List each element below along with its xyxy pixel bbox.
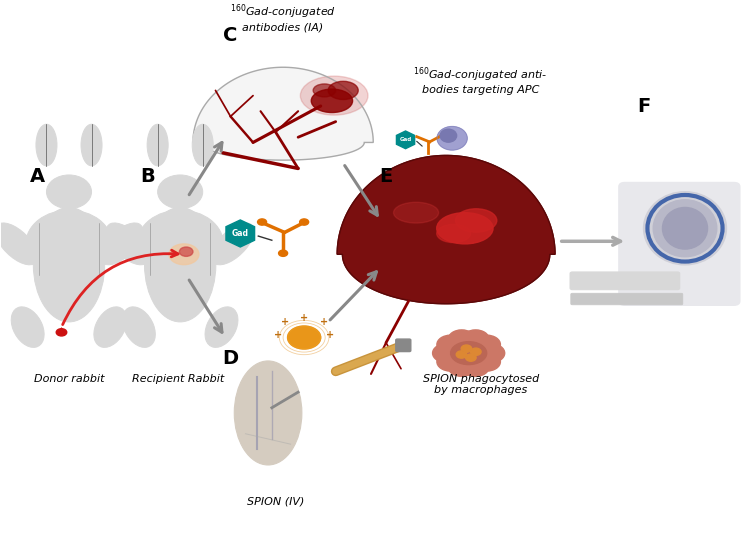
Ellipse shape bbox=[26, 210, 112, 278]
Ellipse shape bbox=[663, 208, 707, 249]
Circle shape bbox=[466, 354, 476, 361]
Ellipse shape bbox=[313, 84, 336, 97]
Circle shape bbox=[448, 330, 475, 349]
Text: +: + bbox=[281, 317, 290, 327]
Text: Donor rabbit: Donor rabbit bbox=[34, 374, 104, 384]
Text: F: F bbox=[637, 97, 650, 115]
Circle shape bbox=[433, 344, 460, 363]
Ellipse shape bbox=[653, 200, 717, 257]
Polygon shape bbox=[226, 220, 255, 247]
Circle shape bbox=[470, 348, 481, 356]
Circle shape bbox=[478, 344, 504, 363]
Ellipse shape bbox=[169, 244, 199, 265]
Text: SPION phagocytosed
by macrophages: SPION phagocytosed by macrophages bbox=[422, 374, 539, 395]
Text: +: + bbox=[300, 313, 308, 323]
Ellipse shape bbox=[122, 307, 155, 348]
Ellipse shape bbox=[437, 127, 467, 150]
Text: Gad: Gad bbox=[231, 229, 249, 238]
Ellipse shape bbox=[47, 175, 91, 209]
Text: Gad: Gad bbox=[400, 137, 412, 143]
Text: C: C bbox=[223, 26, 238, 45]
Ellipse shape bbox=[455, 209, 497, 232]
Polygon shape bbox=[397, 131, 415, 148]
Ellipse shape bbox=[437, 213, 493, 244]
Ellipse shape bbox=[211, 223, 254, 265]
Text: $^{160}$Gad-conjugated anti-
bodies targeting APC: $^{160}$Gad-conjugated anti- bodies targ… bbox=[413, 65, 548, 95]
Circle shape bbox=[448, 358, 475, 376]
Ellipse shape bbox=[311, 89, 353, 113]
Ellipse shape bbox=[179, 247, 193, 256]
Text: +: + bbox=[274, 330, 282, 340]
Circle shape bbox=[287, 326, 320, 349]
Ellipse shape bbox=[394, 202, 439, 223]
Ellipse shape bbox=[299, 219, 308, 225]
Ellipse shape bbox=[0, 223, 38, 265]
Ellipse shape bbox=[451, 342, 486, 365]
Text: A: A bbox=[30, 167, 45, 186]
Ellipse shape bbox=[437, 224, 470, 242]
FancyBboxPatch shape bbox=[570, 272, 680, 289]
Ellipse shape bbox=[93, 307, 127, 348]
Circle shape bbox=[57, 329, 67, 336]
Ellipse shape bbox=[258, 219, 267, 225]
Circle shape bbox=[462, 358, 489, 376]
Ellipse shape bbox=[205, 307, 238, 348]
Ellipse shape bbox=[158, 175, 203, 209]
Text: $^{160}$Gad-conjugated
antibodies (IA): $^{160}$Gad-conjugated antibodies (IA) bbox=[230, 3, 336, 33]
Circle shape bbox=[437, 352, 464, 371]
Text: +: + bbox=[326, 330, 335, 340]
Ellipse shape bbox=[81, 124, 102, 166]
Circle shape bbox=[456, 351, 467, 358]
Circle shape bbox=[287, 326, 320, 349]
Ellipse shape bbox=[644, 192, 726, 265]
Ellipse shape bbox=[328, 81, 358, 99]
Circle shape bbox=[437, 335, 464, 354]
Ellipse shape bbox=[100, 223, 143, 265]
Ellipse shape bbox=[145, 208, 216, 322]
Circle shape bbox=[462, 330, 489, 349]
Text: B: B bbox=[140, 167, 155, 186]
Text: +: + bbox=[320, 317, 329, 327]
Text: SPION (IV): SPION (IV) bbox=[247, 497, 305, 506]
Circle shape bbox=[461, 345, 472, 352]
Ellipse shape bbox=[234, 361, 302, 465]
Ellipse shape bbox=[192, 124, 213, 166]
FancyBboxPatch shape bbox=[571, 293, 683, 305]
Ellipse shape bbox=[278, 250, 287, 256]
Polygon shape bbox=[337, 155, 555, 304]
Ellipse shape bbox=[36, 124, 57, 166]
Circle shape bbox=[474, 335, 501, 354]
FancyBboxPatch shape bbox=[619, 183, 740, 305]
Text: Recipient Rabbit: Recipient Rabbit bbox=[132, 374, 224, 384]
Ellipse shape bbox=[106, 223, 149, 265]
Polygon shape bbox=[193, 67, 373, 160]
Ellipse shape bbox=[11, 307, 44, 348]
Ellipse shape bbox=[440, 129, 457, 142]
Ellipse shape bbox=[147, 124, 168, 166]
Ellipse shape bbox=[137, 210, 223, 278]
Ellipse shape bbox=[33, 208, 105, 322]
Text: D: D bbox=[222, 349, 238, 368]
FancyBboxPatch shape bbox=[396, 339, 411, 351]
Ellipse shape bbox=[300, 76, 368, 115]
Circle shape bbox=[474, 352, 501, 371]
Text: E: E bbox=[379, 167, 393, 186]
